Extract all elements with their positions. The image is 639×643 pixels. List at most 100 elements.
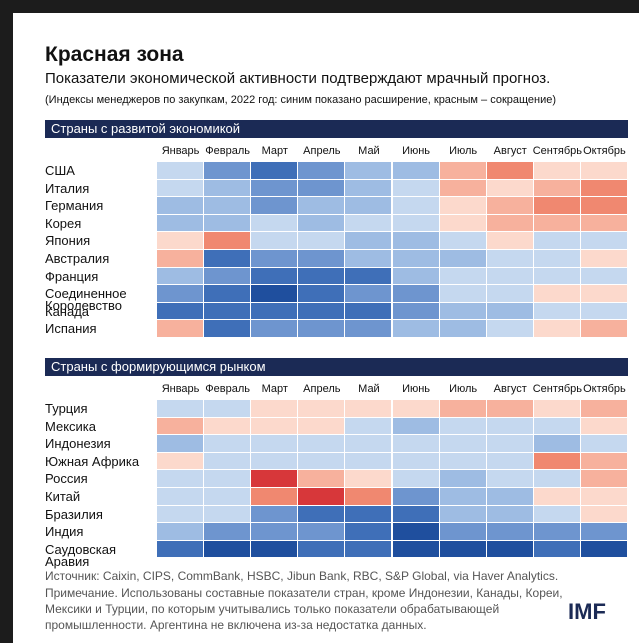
heat-cell [251,470,298,487]
month-label: Апрель [303,145,341,157]
heat-cell [533,452,580,470]
row-label: Соединенное Королевство [45,286,127,314]
heat-cell [298,523,345,540]
month-label: Март [261,383,288,395]
heat-cell [486,505,533,523]
title: Красная зона [45,43,184,66]
row-label: Австралия [45,251,110,266]
month-label: Март [261,145,288,157]
row-label: Саудовская Аравия [45,541,117,569]
heat-cell [439,250,486,267]
heat-cell [486,540,533,558]
heat-cell [251,400,298,417]
heat-cell [580,470,627,487]
heat-cell [486,197,533,214]
heat-cell [157,540,204,558]
row-label: Испания [45,321,97,337]
heat-cell [439,505,486,523]
heat-cell [298,302,345,320]
heat-cell [580,197,627,214]
heat-cell [345,488,392,505]
heat-cell [439,417,486,435]
heat-cell [345,523,392,540]
heat-cell [392,214,439,232]
heat-cell [580,162,627,179]
heat-cell [486,417,533,435]
heat-cell [439,302,486,320]
heat-cell [204,197,251,214]
row-label: Япония [45,233,91,249]
heat-cell [392,232,439,249]
heat-cell [204,250,251,267]
heat-cell [580,540,627,558]
heat-cell [486,232,533,249]
heat-cell [392,267,439,285]
heat-cell [486,302,533,320]
heat-cell [392,250,439,267]
section-header: Страны с развитой экономикой [45,120,628,138]
heat-cell [533,232,580,249]
row-label: Германия [45,198,104,214]
heat-cell [392,197,439,214]
heat-cell [580,250,627,267]
month-label: Февраль [205,383,250,395]
heat-cell [298,400,345,417]
row-label: Россия [45,471,88,487]
heat-cell [204,505,251,523]
heat-cell [157,232,204,249]
heat-cell [486,320,533,337]
month-label: Июль [449,383,478,395]
heat-cell [345,505,392,523]
heat-cell [439,197,486,214]
heat-cell [580,505,627,523]
heat-cell [533,197,580,214]
heat-cell [251,523,298,540]
heat-cell [486,488,533,505]
heat-cell [157,488,204,505]
heat-cell [298,452,345,470]
heat-cell [580,452,627,470]
heat-cell [580,400,627,417]
heat-cell [345,179,392,197]
month-label: Июль [449,145,478,157]
heat-cell [345,214,392,232]
row-label: Китай [45,489,81,504]
heat-cell [298,232,345,249]
heat-cell [204,470,251,487]
heat-cell [251,435,298,452]
heat-cell [533,488,580,505]
heat-cell [486,162,533,179]
heat-cell [580,179,627,197]
heat-cell [392,470,439,487]
heat-cell [580,232,627,249]
heat-cell [392,162,439,179]
card: Красная зона Показатели экономической ак… [13,13,639,643]
heat-cell [486,435,533,452]
heat-cell [580,523,627,540]
heat-cell [486,179,533,197]
heat-cell [345,452,392,470]
heat-cell [439,470,486,487]
row-label: США [45,163,75,178]
month-label: Июнь [402,145,431,157]
month-label: Сентябрь [532,383,582,395]
heat-cell [392,505,439,523]
heat-cell [251,179,298,197]
heat-cell [486,452,533,470]
heat-cell [533,302,580,320]
month-label: Август [493,145,527,157]
heat-cell [298,214,345,232]
logo: IMF [568,599,606,624]
heat-cell [157,452,204,470]
row-label: Индонезия [45,436,111,452]
heat-cell [298,267,345,285]
row-label: Канада [45,303,90,319]
heat-cell [533,250,580,267]
heat-cell [204,417,251,435]
heat-cell [486,214,533,232]
heat-cell [392,320,439,337]
section-header: Страны с формирующимся рынком [45,358,628,376]
heat-cell [157,400,204,417]
heat-cell [204,267,251,285]
